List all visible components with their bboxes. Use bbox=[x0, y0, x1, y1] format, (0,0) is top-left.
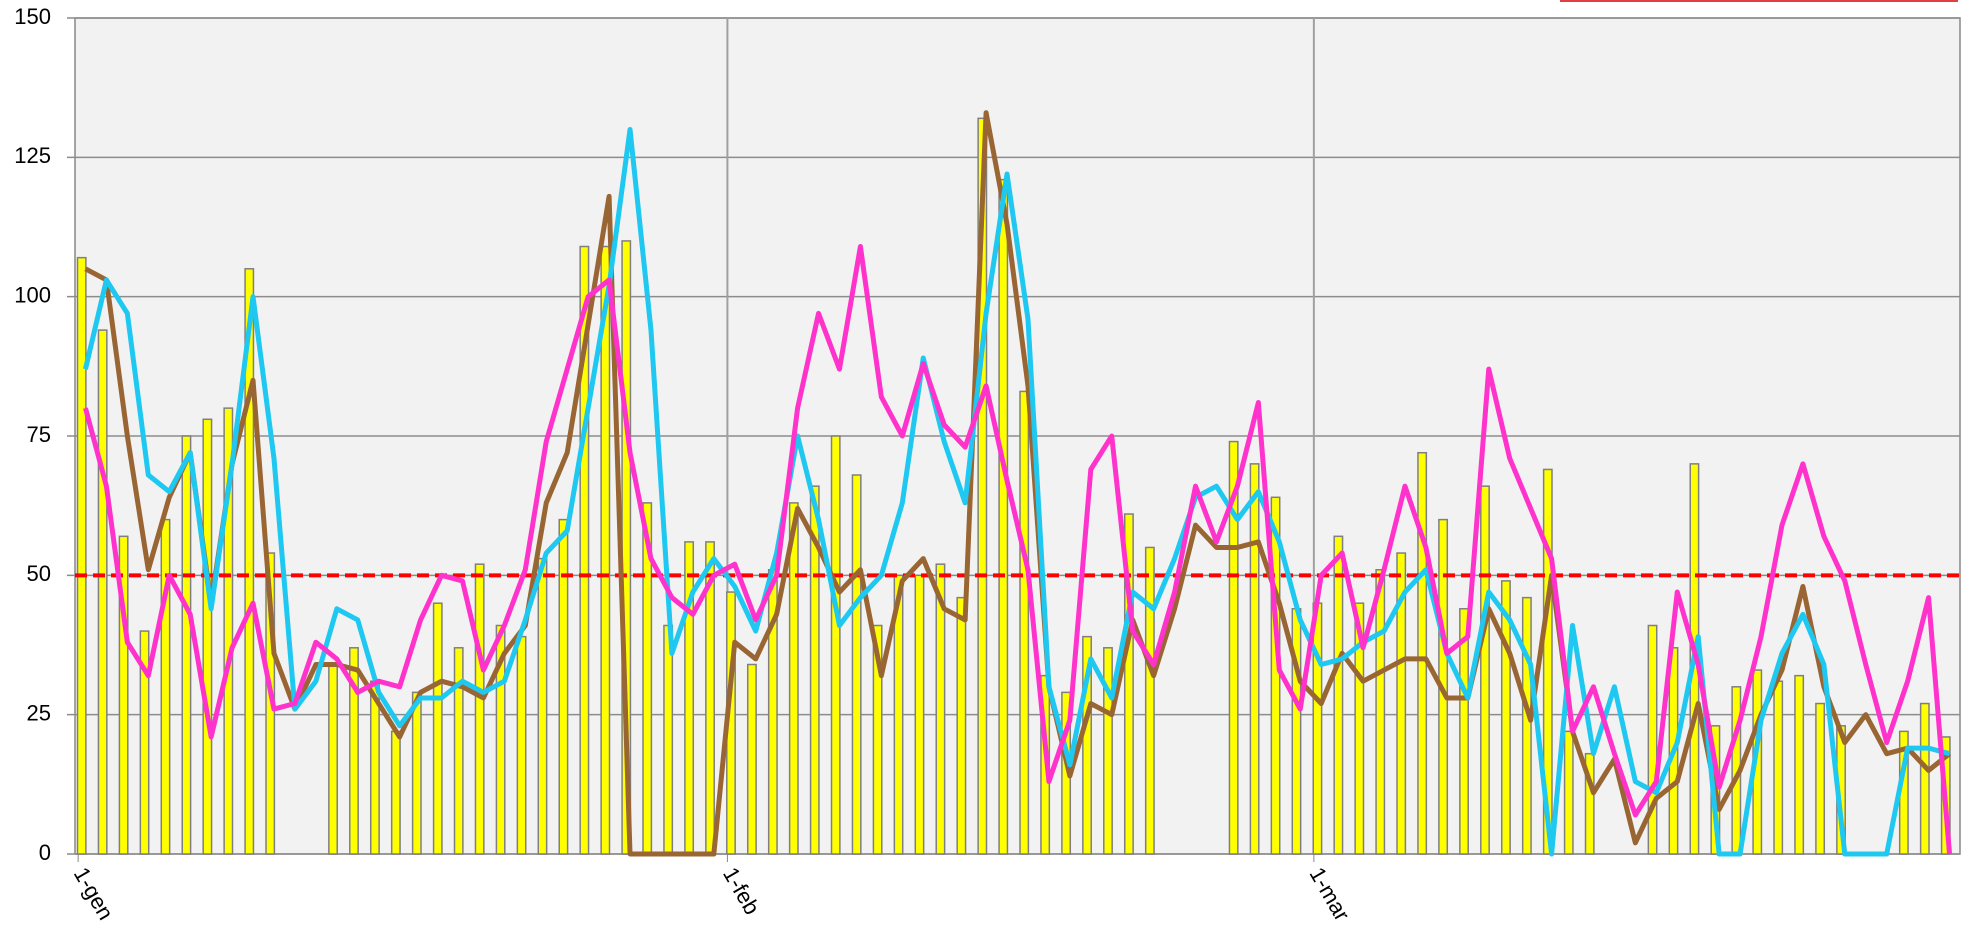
bar bbox=[830, 435, 841, 855]
bar bbox=[1773, 680, 1784, 855]
bar bbox=[1584, 752, 1595, 855]
bar bbox=[872, 624, 883, 855]
bar bbox=[76, 256, 87, 855]
bar bbox=[432, 602, 443, 855]
bar bbox=[390, 730, 401, 855]
bar bbox=[579, 245, 590, 855]
bar bbox=[1375, 569, 1386, 855]
bar bbox=[1647, 624, 1658, 855]
bar bbox=[349, 647, 359, 855]
y-tick-label: 100 bbox=[14, 282, 51, 307]
bar bbox=[1521, 596, 1532, 855]
bar bbox=[328, 663, 338, 855]
bar bbox=[1500, 580, 1511, 855]
bar bbox=[1333, 535, 1344, 855]
bar bbox=[977, 117, 988, 855]
bar bbox=[1815, 702, 1826, 855]
bar bbox=[181, 435, 192, 855]
bar bbox=[600, 245, 611, 855]
bar bbox=[244, 268, 255, 855]
line-series bbox=[83, 126, 1951, 857]
bar bbox=[1144, 546, 1155, 855]
bar bbox=[746, 663, 757, 855]
bar bbox=[1354, 602, 1365, 855]
line-series bbox=[83, 244, 1953, 855]
bar bbox=[788, 502, 799, 855]
x-tick-label: 1-mar bbox=[1305, 863, 1355, 925]
bar bbox=[1919, 702, 1930, 855]
bar bbox=[97, 329, 108, 855]
bar bbox=[1123, 513, 1134, 855]
bar bbox=[369, 680, 380, 855]
bar bbox=[453, 647, 464, 855]
y-tick-label: 25 bbox=[27, 700, 51, 725]
bar bbox=[537, 557, 548, 855]
bar bbox=[935, 563, 946, 855]
bar bbox=[1103, 647, 1113, 855]
y-tick-label: 150 bbox=[14, 4, 51, 29]
bar bbox=[411, 691, 422, 855]
y-tick-label: 125 bbox=[14, 143, 51, 168]
bar bbox=[1312, 602, 1323, 855]
bar bbox=[118, 535, 129, 855]
bar bbox=[474, 563, 485, 855]
bar bbox=[495, 624, 506, 855]
bar bbox=[1563, 730, 1574, 855]
bar bbox=[160, 518, 171, 855]
x-tick-label: 1-feb bbox=[718, 863, 765, 919]
bar bbox=[202, 418, 213, 855]
bar bbox=[1480, 485, 1490, 855]
line-series bbox=[84, 110, 1952, 857]
bar bbox=[809, 485, 820, 855]
bar bbox=[998, 178, 1009, 855]
bar bbox=[663, 624, 674, 855]
y-tick-label: 0 bbox=[39, 840, 51, 865]
y-tick-label: 50 bbox=[27, 561, 51, 586]
bar bbox=[223, 407, 234, 855]
bar bbox=[851, 474, 862, 855]
bar bbox=[1082, 635, 1092, 855]
bar bbox=[1396, 552, 1407, 855]
bar bbox=[516, 635, 527, 855]
bar bbox=[1459, 608, 1469, 855]
bar bbox=[1794, 674, 1805, 855]
x-tick-label: 1-gen bbox=[69, 863, 119, 924]
bar bbox=[1228, 440, 1239, 855]
bar bbox=[1249, 463, 1260, 855]
bar bbox=[1417, 451, 1428, 855]
bar bbox=[914, 574, 925, 855]
bar bbox=[893, 574, 904, 855]
bar bbox=[1291, 608, 1302, 855]
bar bbox=[558, 518, 569, 855]
y-tick-label: 75 bbox=[27, 422, 51, 447]
bar bbox=[1542, 468, 1553, 855]
bar bbox=[139, 630, 150, 855]
bar bbox=[1270, 496, 1281, 855]
bar bbox=[1019, 390, 1030, 855]
bar bbox=[956, 596, 967, 855]
